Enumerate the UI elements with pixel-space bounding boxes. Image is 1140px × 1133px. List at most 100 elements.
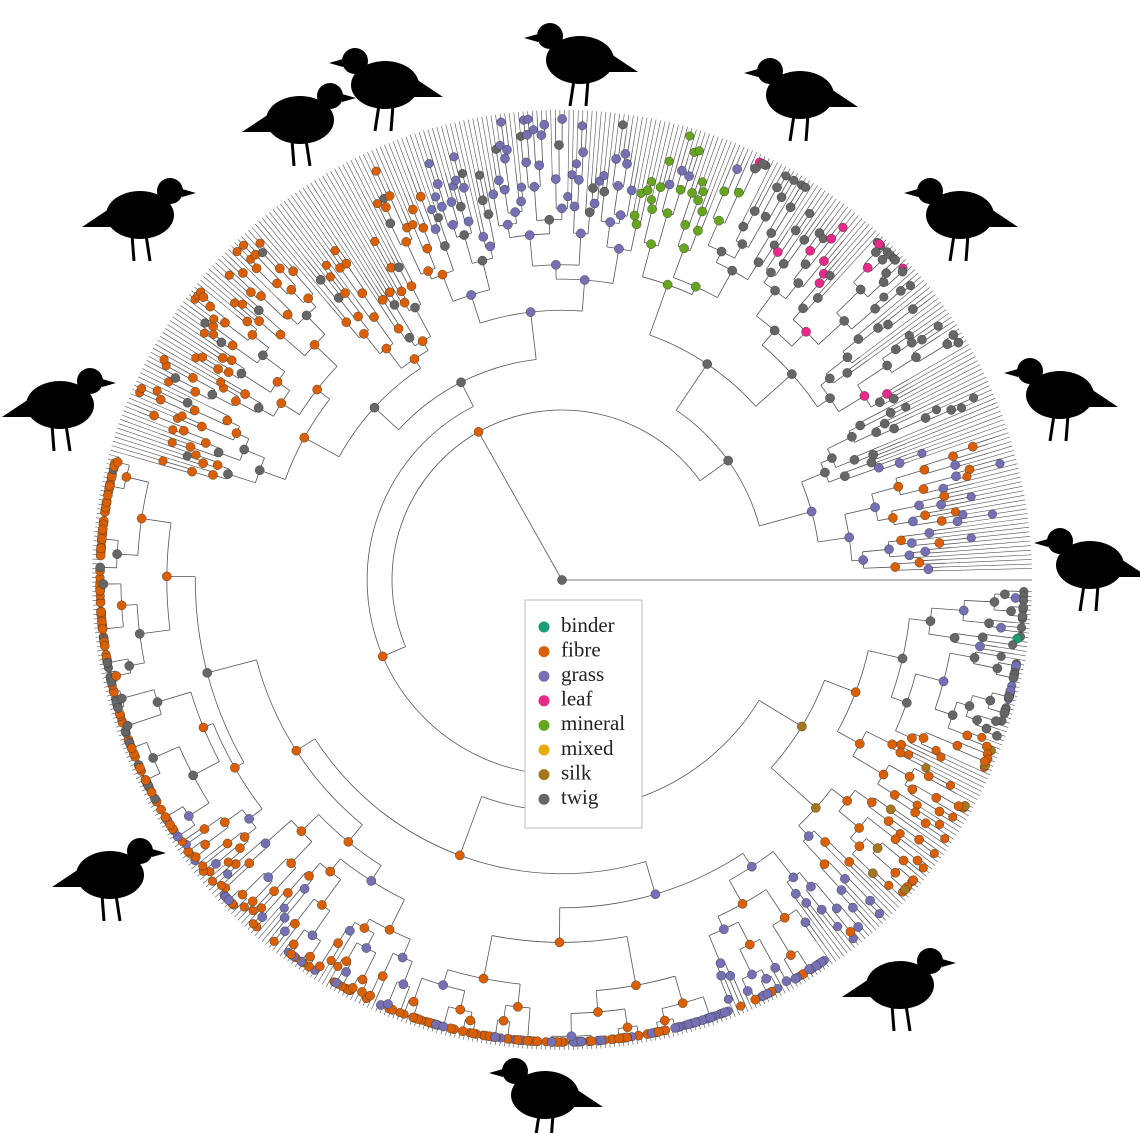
node-state (245, 814, 254, 823)
tip-branch (864, 930, 869, 936)
branch (496, 149, 501, 180)
node-state (907, 338, 916, 347)
node-state (353, 312, 362, 321)
node-state (884, 817, 893, 826)
branch (781, 239, 797, 263)
node-state (208, 390, 217, 399)
node-state (891, 345, 900, 354)
tip-branch (592, 111, 597, 178)
node-state (511, 208, 520, 217)
node-state (957, 403, 966, 412)
node-state (761, 212, 770, 221)
node-state (954, 802, 963, 811)
node-state (149, 411, 158, 420)
node-state (889, 424, 898, 433)
bird-head (917, 178, 943, 204)
tip-branch (918, 875, 924, 880)
node-state (522, 158, 531, 167)
branch (769, 207, 784, 232)
node-state (248, 330, 257, 339)
node-state (798, 304, 807, 313)
tip-branch (702, 137, 718, 182)
node-state (362, 943, 371, 952)
node-state (991, 717, 1000, 726)
node-state (939, 677, 948, 686)
node-state (535, 161, 544, 170)
tip-branch (827, 201, 840, 219)
bird-tail (242, 112, 274, 132)
branch (528, 1008, 530, 1041)
node-state (947, 405, 956, 414)
node-state (147, 788, 156, 797)
node-state (770, 326, 779, 335)
node-state (156, 395, 165, 404)
node-state (394, 324, 403, 333)
node-state (280, 904, 289, 913)
node-state (698, 207, 707, 216)
node-state (524, 115, 533, 124)
branch (484, 936, 492, 979)
node-state (179, 426, 188, 435)
node-state (183, 398, 192, 407)
node-state (500, 154, 509, 163)
node-state (199, 293, 208, 302)
node-state (880, 419, 889, 428)
node-state (932, 793, 941, 802)
branch (825, 240, 844, 262)
node-state (970, 653, 979, 662)
node-state (230, 763, 239, 772)
node-state (398, 953, 407, 962)
node-state (868, 869, 877, 878)
branch (650, 285, 668, 335)
branch (926, 732, 957, 745)
branch (970, 464, 1000, 472)
legend-swatch (539, 745, 550, 756)
tip-branch (295, 193, 335, 251)
node-state (671, 1023, 680, 1032)
node-state (300, 433, 309, 442)
node-state (97, 608, 106, 617)
bird-tail (52, 867, 84, 887)
bird-beak (524, 34, 538, 42)
tip-branch (419, 132, 429, 163)
node-state (714, 216, 723, 225)
bird-silhouette (2, 368, 116, 451)
node-state (567, 1032, 576, 1041)
node-state (1008, 640, 1017, 649)
branch (676, 364, 707, 410)
node-state (681, 220, 690, 229)
tip-branch (615, 114, 620, 151)
node-state (921, 413, 930, 422)
tip-branch (551, 110, 552, 170)
node-state (100, 641, 109, 650)
node-state (913, 856, 922, 865)
node-state (972, 716, 981, 725)
node-state (717, 247, 726, 256)
node-state (1009, 673, 1018, 682)
node-state (466, 1016, 475, 1025)
branch (531, 312, 537, 359)
branch (390, 900, 405, 930)
branch (895, 569, 928, 570)
tip-branch (971, 486, 1022, 496)
node-state (304, 871, 313, 880)
node-state (614, 181, 623, 190)
node-state (551, 174, 560, 183)
node-state (733, 164, 742, 173)
node-state (790, 176, 799, 185)
node-state (400, 298, 409, 307)
node-state (220, 318, 229, 327)
node-state (378, 652, 387, 661)
node-state (930, 849, 939, 858)
tip-branch (262, 936, 267, 942)
branch (627, 936, 636, 985)
node-state (431, 224, 440, 233)
node-state (750, 164, 759, 173)
node-state (791, 889, 800, 898)
node-state (240, 389, 249, 398)
node-state (283, 888, 292, 897)
tip-branch (967, 491, 1023, 502)
node-state (720, 1008, 729, 1017)
node-state (478, 196, 487, 205)
node-state (1000, 590, 1009, 599)
